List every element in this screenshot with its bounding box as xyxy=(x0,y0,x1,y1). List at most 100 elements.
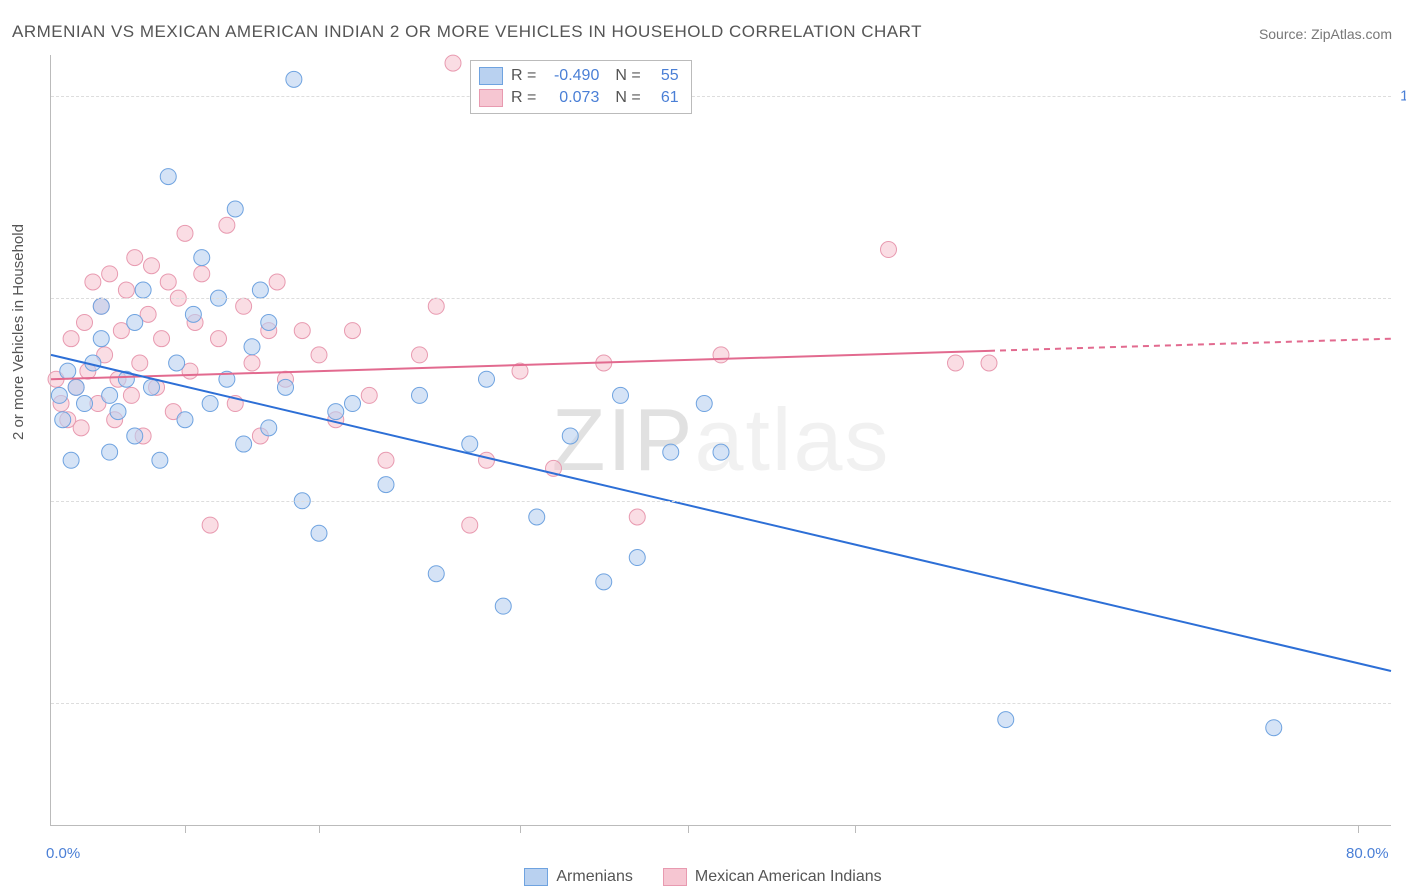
chart-title: ARMENIAN VS MEXICAN AMERICAN INDIAN 2 OR… xyxy=(12,22,922,42)
data-point xyxy=(77,396,93,412)
r-label-2: R = xyxy=(511,87,536,109)
data-point xyxy=(261,420,277,436)
y-tick-label: 75.0% xyxy=(1396,290,1406,307)
data-point xyxy=(127,428,143,444)
data-point xyxy=(294,323,310,339)
data-point xyxy=(462,517,478,533)
data-point xyxy=(118,282,134,298)
data-point xyxy=(445,55,461,71)
data-point xyxy=(361,387,377,403)
data-point xyxy=(713,444,729,460)
data-point xyxy=(68,379,84,395)
data-point xyxy=(286,71,302,87)
n-label-2: N = xyxy=(615,87,640,109)
data-point xyxy=(311,525,327,541)
data-point xyxy=(261,314,277,330)
x-tick xyxy=(1358,825,1359,833)
data-point xyxy=(696,396,712,412)
regression-line xyxy=(51,355,1391,671)
source-label: Source: ZipAtlas.com xyxy=(1259,26,1392,42)
x-axis-max-label: 80.0% xyxy=(1346,845,1389,862)
data-point xyxy=(596,574,612,590)
swatch-series2 xyxy=(479,89,503,107)
data-point xyxy=(177,412,193,428)
data-point xyxy=(152,452,168,468)
data-point xyxy=(948,355,964,371)
data-point xyxy=(154,331,170,347)
data-point xyxy=(135,282,151,298)
data-point xyxy=(194,266,210,282)
legend-swatch-series1 xyxy=(524,868,548,886)
data-point xyxy=(73,420,89,436)
data-point xyxy=(278,379,294,395)
legend-item-series1: Armenians xyxy=(524,868,632,886)
gridline xyxy=(51,96,1391,97)
legend-label-series2: Mexican American Indians xyxy=(695,868,882,886)
data-point xyxy=(55,412,71,428)
data-point xyxy=(462,436,478,452)
data-point xyxy=(345,323,361,339)
x-axis-min-label: 0.0% xyxy=(46,845,80,862)
stats-row-series2: R = 0.073 N = 61 xyxy=(479,87,679,109)
data-point xyxy=(102,444,118,460)
data-point xyxy=(127,314,143,330)
data-point xyxy=(311,347,327,363)
data-point xyxy=(219,217,235,233)
data-point xyxy=(244,339,260,355)
data-point xyxy=(1266,720,1282,736)
n-value-2: 61 xyxy=(649,87,679,109)
scatter-chart xyxy=(51,55,1391,825)
plot-area: ZIPatlas 25.0%50.0%75.0%100.0% xyxy=(50,55,1391,826)
legend: Armenians Mexican American Indians xyxy=(0,868,1406,886)
data-point xyxy=(85,274,101,290)
data-point xyxy=(169,355,185,371)
n-value-1: 55 xyxy=(649,65,679,87)
y-tick-label: 50.0% xyxy=(1396,492,1406,509)
gridline xyxy=(51,501,1391,502)
data-point xyxy=(60,363,76,379)
gridline xyxy=(51,703,1391,704)
data-point xyxy=(123,387,139,403)
data-point xyxy=(495,598,511,614)
data-point xyxy=(529,509,545,525)
data-point xyxy=(63,452,79,468)
x-tick xyxy=(319,825,320,833)
data-point xyxy=(663,444,679,460)
x-tick xyxy=(688,825,689,833)
regression-line xyxy=(989,339,1391,351)
data-point xyxy=(345,396,361,412)
data-point xyxy=(144,258,160,274)
data-point xyxy=(981,355,997,371)
y-tick-label: 100.0% xyxy=(1396,87,1406,104)
data-point xyxy=(328,404,344,420)
data-point xyxy=(132,355,148,371)
data-point xyxy=(269,274,285,290)
data-point xyxy=(378,452,394,468)
data-point xyxy=(881,242,897,258)
legend-item-series2: Mexican American Indians xyxy=(663,868,882,886)
x-tick xyxy=(520,825,521,833)
data-point xyxy=(93,331,109,347)
data-point xyxy=(613,387,629,403)
data-point xyxy=(110,404,126,420)
x-tick xyxy=(855,825,856,833)
data-point xyxy=(998,712,1014,728)
data-point xyxy=(428,298,444,314)
data-point xyxy=(93,298,109,314)
data-point xyxy=(63,331,79,347)
data-point xyxy=(562,428,578,444)
r-label-1: R = xyxy=(511,65,536,87)
data-point xyxy=(185,306,201,322)
data-point xyxy=(479,452,495,468)
data-point xyxy=(412,387,428,403)
legend-label-series1: Armenians xyxy=(556,868,632,886)
data-point xyxy=(127,250,143,266)
data-point xyxy=(236,298,252,314)
data-point xyxy=(77,314,93,330)
data-point xyxy=(479,371,495,387)
data-point xyxy=(102,266,118,282)
swatch-series1 xyxy=(479,67,503,85)
data-point xyxy=(629,509,645,525)
data-point xyxy=(252,282,268,298)
r-value-2: 0.073 xyxy=(544,87,599,109)
